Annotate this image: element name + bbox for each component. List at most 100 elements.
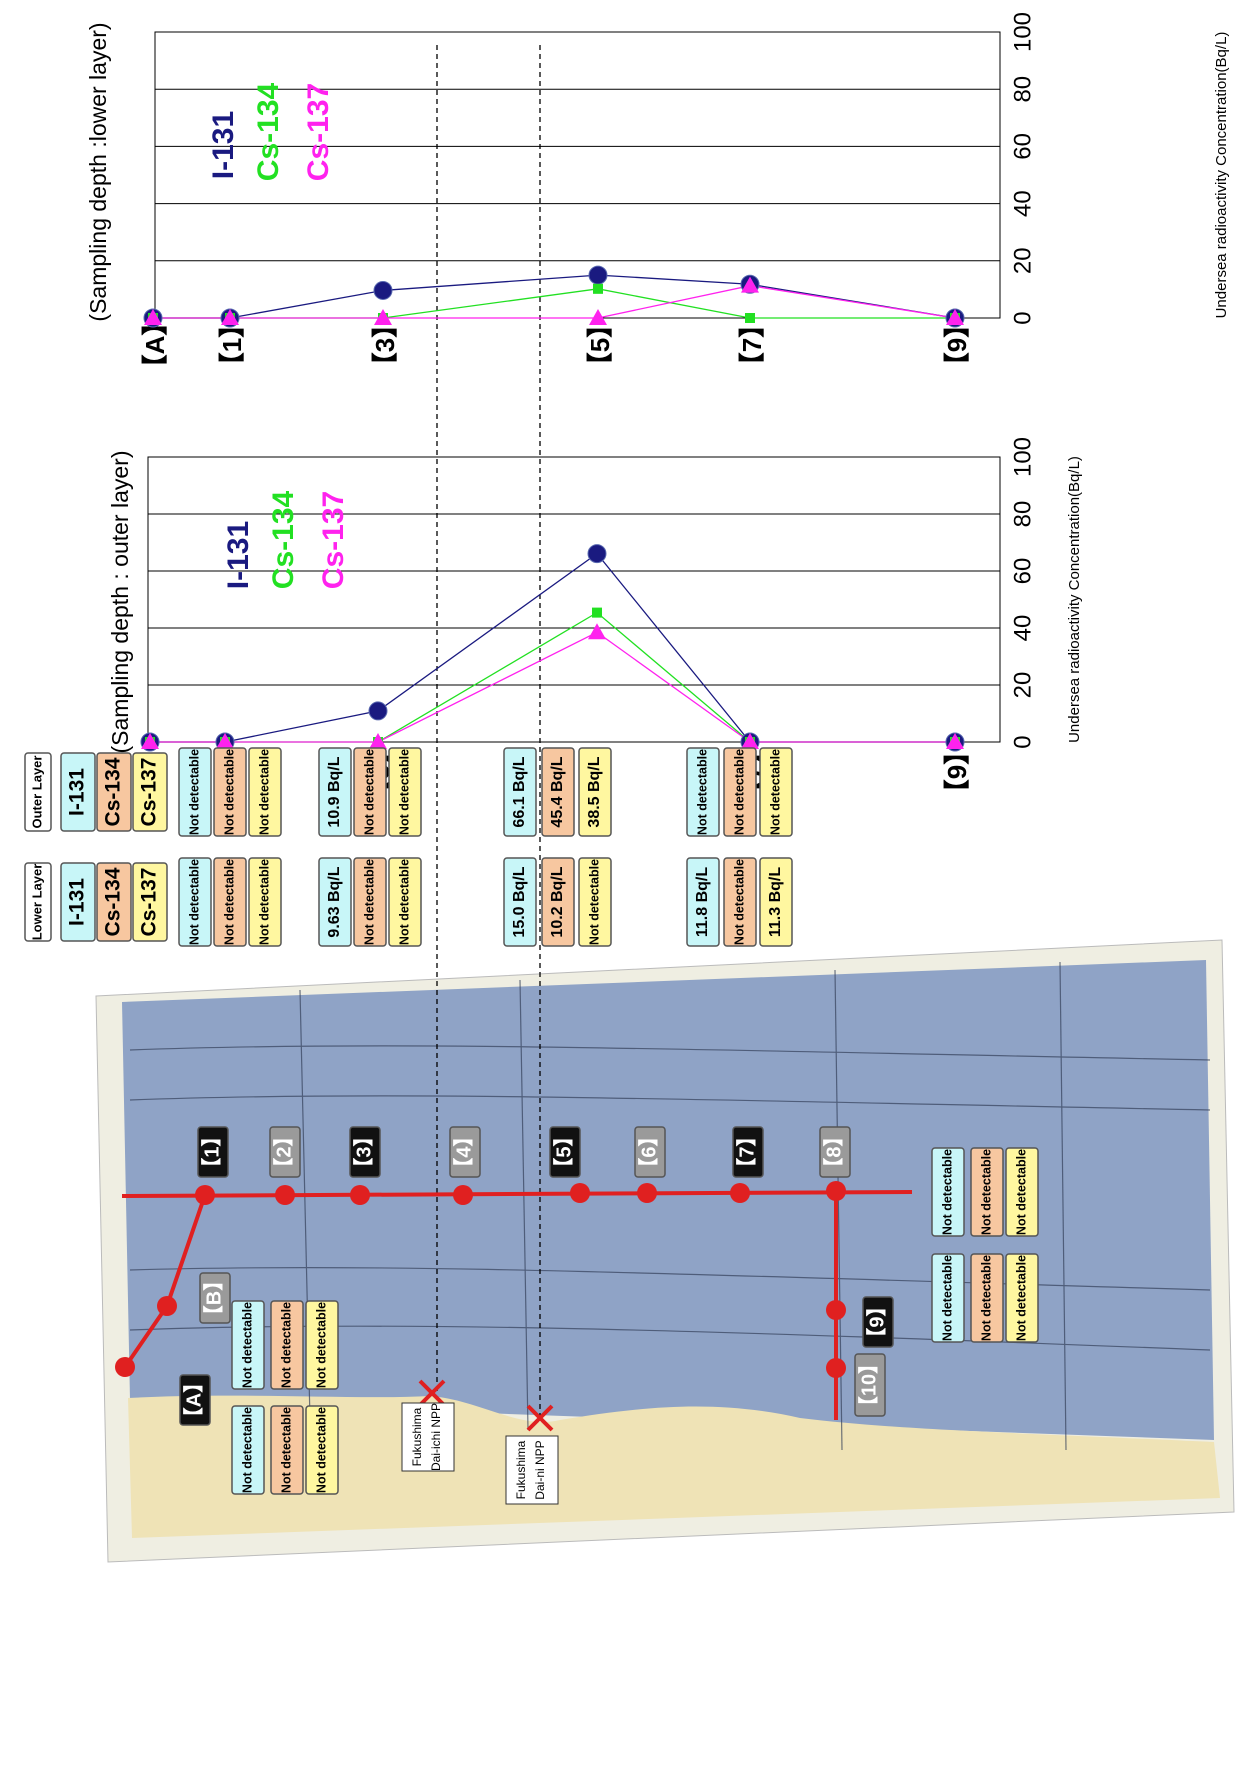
marker — [741, 733, 759, 749]
station-value: 11.8 Bq/L — [694, 867, 711, 937]
marker — [589, 309, 607, 325]
y-tick-label: 80 — [1009, 76, 1036, 103]
station-value: 38.5 Bq/L — [586, 756, 603, 827]
species-label: Cs-137 — [138, 758, 161, 827]
station-value-box — [686, 747, 720, 837]
npp-label-box — [505, 1435, 559, 1505]
station-value-box — [213, 747, 247, 837]
station-value-box — [213, 857, 247, 947]
map-label-box — [634, 1126, 666, 1178]
station-value-box — [541, 857, 575, 947]
station-value: Not detectable — [397, 749, 411, 835]
map-label-box — [179, 1374, 211, 1426]
legend-entry: Cs-134 — [252, 82, 285, 181]
station-value: 15.0 Bq/L — [511, 866, 528, 937]
station-value-box — [248, 747, 282, 837]
map-label: 【8】 — [822, 1126, 845, 1177]
species-label: I-131 — [66, 768, 89, 816]
map-label-box — [197, 1126, 229, 1178]
npp-label: Fukushima — [410, 1407, 424, 1466]
station-value-box — [1005, 1147, 1039, 1237]
route-points — [115, 1181, 846, 1378]
station-dot — [826, 1300, 846, 1320]
map-label: 【2】 — [272, 1126, 295, 1177]
station-dot — [826, 1358, 846, 1378]
station-value-box — [578, 747, 612, 837]
marker — [369, 733, 387, 749]
station-value-box — [270, 1405, 304, 1495]
npp-label: Dai-ichi NPP — [429, 1403, 443, 1471]
npp-x — [526, 1404, 554, 1432]
map-label-box — [269, 1126, 301, 1178]
y-tick-label: 60 — [1009, 133, 1036, 160]
station-value-box — [578, 857, 612, 947]
station-value: Not detectable — [257, 859, 271, 945]
station-dot — [115, 1357, 135, 1377]
series-line — [150, 611, 955, 743]
map-label: 【5】 — [552, 1126, 575, 1177]
map-label-box — [732, 1126, 764, 1178]
station-value: Not detectable — [768, 749, 782, 835]
species-label: Cs-134 — [102, 867, 125, 936]
station-value-box — [248, 857, 282, 947]
series-line — [153, 288, 955, 319]
marker — [373, 280, 393, 300]
station-dot — [195, 1185, 215, 1205]
station-value-box — [318, 857, 352, 947]
station-value: Not detectable — [1014, 1255, 1028, 1341]
y-tick-label: 40 — [1009, 615, 1036, 642]
y-tick-label: 0 — [1009, 735, 1036, 748]
map-label: 【10】 — [857, 1354, 880, 1416]
species-label-box — [96, 752, 132, 832]
marker — [221, 309, 239, 325]
header-label-box — [24, 752, 52, 832]
station-value: Not detectable — [279, 1302, 293, 1388]
chart-title: (Sampling depth :lower layer) — [85, 22, 111, 321]
map-label-box — [549, 1126, 581, 1178]
map-label: 【4】 — [452, 1126, 475, 1177]
map-label-box — [199, 1272, 231, 1324]
marker — [946, 733, 964, 749]
station-value: 11.3 Bq/L — [767, 867, 784, 937]
station-value: Not detectable — [940, 1255, 954, 1341]
station-value: Not detectable — [240, 1407, 254, 1493]
species-label: Cs-134 — [102, 757, 125, 826]
station-value-box — [503, 857, 537, 947]
marker — [946, 309, 964, 325]
y-tick-label: 100 — [1009, 437, 1036, 477]
chart-title: (Sampling depth : outer layer) — [107, 451, 133, 754]
header-label: Lower Layer — [29, 864, 44, 941]
station-dot — [826, 1181, 846, 1201]
map-label: 【A】 — [182, 1373, 205, 1427]
station-value-box — [759, 857, 793, 947]
station-value-box — [931, 1253, 965, 1343]
station-value: 66.1 Bq/L — [511, 756, 528, 827]
species-label: Cs-137 — [138, 868, 161, 937]
station-value: Not detectable — [279, 1407, 293, 1493]
map-label-box — [819, 1126, 851, 1178]
species-label-box — [132, 752, 168, 832]
station-value-box — [686, 857, 720, 947]
station-value: Not detectable — [940, 1149, 954, 1235]
header-label-box — [24, 862, 52, 942]
station-value-box — [541, 747, 575, 837]
map-label: 【B】 — [202, 1271, 225, 1325]
marker — [216, 733, 234, 749]
map-label-box — [349, 1126, 381, 1178]
y-tick-label: 60 — [1009, 558, 1036, 585]
station-value: Not detectable — [587, 859, 601, 945]
station-value-box — [305, 1300, 339, 1390]
axis-label: Undersea radioactivity Concentration(Bq/… — [1066, 456, 1083, 743]
axis-label: Undersea radioactivity Concentration(Bq/… — [1213, 32, 1230, 319]
station-dot — [637, 1183, 657, 1203]
y-tick-label: 80 — [1009, 501, 1036, 528]
station-value: Not detectable — [362, 859, 376, 945]
species-label: I-131 — [66, 878, 89, 926]
station-value-box — [178, 857, 212, 947]
npp-label-box — [401, 1402, 455, 1472]
station-dot — [730, 1183, 750, 1203]
station-value-box — [970, 1147, 1004, 1237]
marker — [368, 701, 388, 721]
map-label: 【7】 — [735, 1126, 758, 1177]
station-value: 10.9 Bq/L — [326, 756, 343, 827]
